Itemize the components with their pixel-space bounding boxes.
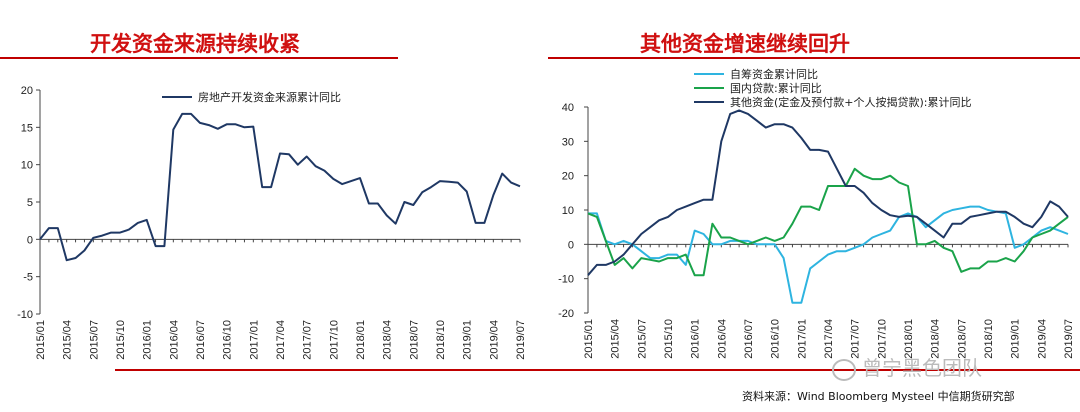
right-y-tick-label: -10 — [558, 274, 574, 286]
right-x-tick-label: 2019/04 — [1036, 319, 1048, 359]
right-x-tick-label: 2017/07 — [850, 319, 862, 359]
left-legend-label-1: 房地产开发资金来源累计同比 — [198, 90, 341, 104]
right-x-tick-label: 2017/01 — [796, 319, 808, 359]
left-x-tick-label: 2016/04 — [168, 320, 180, 360]
right-y-tick-label: -20 — [558, 308, 574, 320]
right-y-tick-label: 20 — [562, 171, 574, 183]
left-x-tick-label: 2017/07 — [302, 320, 314, 360]
right-title-underline — [548, 57, 1080, 59]
left-y-tick-label: 10 — [21, 160, 33, 172]
left-title-underline — [0, 57, 398, 59]
left-x-tick-label: 2015/04 — [62, 320, 74, 360]
left-x-tick-label: 2018/10 — [435, 320, 447, 360]
watermark: 曾宁黑色团队 — [832, 352, 1052, 381]
left-y-tick-label: -5 — [23, 272, 33, 284]
left-x-tick-label: 2016/01 — [142, 320, 154, 360]
right-x-tick-label: 2017/04 — [823, 319, 835, 359]
right-x-tick-label: 2017/10 — [876, 319, 888, 359]
right-x-tick-label: 2016/10 — [770, 319, 782, 359]
left-x-tick-label: 2018/04 — [382, 320, 394, 360]
left-series-line-1 — [39, 112, 521, 262]
right-y-tick-label: 10 — [562, 205, 574, 217]
right-legend-label-1: 自筹资金累计同比 — [730, 67, 818, 81]
left-x-tick-label: 2016/10 — [222, 320, 234, 360]
right-legend-label-2: 国内贷款:累计同比 — [730, 81, 822, 95]
right-x-tick-label: 2016/01 — [690, 319, 702, 359]
source-note: 资料来源：Wind Bloomberg Mysteel 中信期货研究部 — [742, 390, 1015, 403]
right-x-tick-label: 2015/04 — [610, 319, 622, 359]
right-legend-label-3: 其他资金(定金及预付款+个人按揭贷款):累计同比 — [730, 95, 972, 109]
left-x-tick-label: 2017/01 — [248, 320, 260, 360]
right-x-tick-label: 2018/07 — [956, 319, 968, 359]
right-y-tick-label: 0 — [568, 239, 574, 251]
left-x-tick-label: 2017/04 — [275, 320, 287, 360]
bottom-rule — [115, 369, 1080, 371]
left-x-tick-label: 2019/07 — [515, 320, 527, 360]
left-x-tick-label: 2015/10 — [115, 320, 127, 360]
left-y-tick-label: 5 — [27, 197, 33, 209]
right-x-tick-label: 2015/10 — [663, 319, 675, 359]
right-y-tick-label: 40 — [562, 102, 574, 114]
left-chart-title: 开发资金来源持续收紧 — [90, 32, 300, 56]
right-x-tick-label: 2016/04 — [716, 319, 728, 359]
right-x-tick-label: 2018/04 — [930, 319, 942, 359]
left-x-tick-label: 2018/01 — [355, 320, 367, 360]
watermark-text: 曾宁黑色团队 — [862, 356, 982, 380]
left-x-tick-label: 2018/07 — [408, 320, 420, 360]
left-x-tick-label: 2015/01 — [35, 320, 47, 360]
right-y-tick-label: 30 — [562, 136, 574, 148]
left-x-tick-label: 2019/04 — [488, 320, 500, 360]
wechat-logo-icon — [832, 358, 856, 381]
left-x-tick-label: 2017/10 — [328, 320, 340, 360]
left-x-tick-label: 2015/07 — [88, 320, 100, 360]
right-series-line-2 — [587, 167, 1069, 277]
right-x-tick-label: 2018/10 — [983, 319, 995, 359]
right-x-tick-label: 2016/07 — [743, 319, 755, 359]
right-series-line-3 — [587, 109, 1069, 276]
right-series-line-1 — [588, 205, 1069, 304]
left-x-tick-label: 2019/01 — [462, 320, 474, 360]
right-x-tick-label: 2018/01 — [903, 319, 915, 359]
left-y-tick-label: 15 — [21, 122, 33, 134]
right-x-tick-label: 2015/07 — [636, 319, 648, 359]
left-y-tick-label: -10 — [17, 309, 33, 321]
right-x-tick-label: 2019/07 — [1063, 319, 1075, 359]
right-x-tick-label: 2019/01 — [1010, 319, 1022, 359]
left-x-tick-label: 2016/07 — [195, 320, 207, 360]
left-y-tick-label: 0 — [27, 234, 33, 246]
left-y-tick-label: 20 — [21, 85, 33, 97]
right-x-tick-label: 2015/01 — [583, 319, 595, 359]
right-chart-title: 其他资金增速继续回升 — [640, 32, 850, 56]
